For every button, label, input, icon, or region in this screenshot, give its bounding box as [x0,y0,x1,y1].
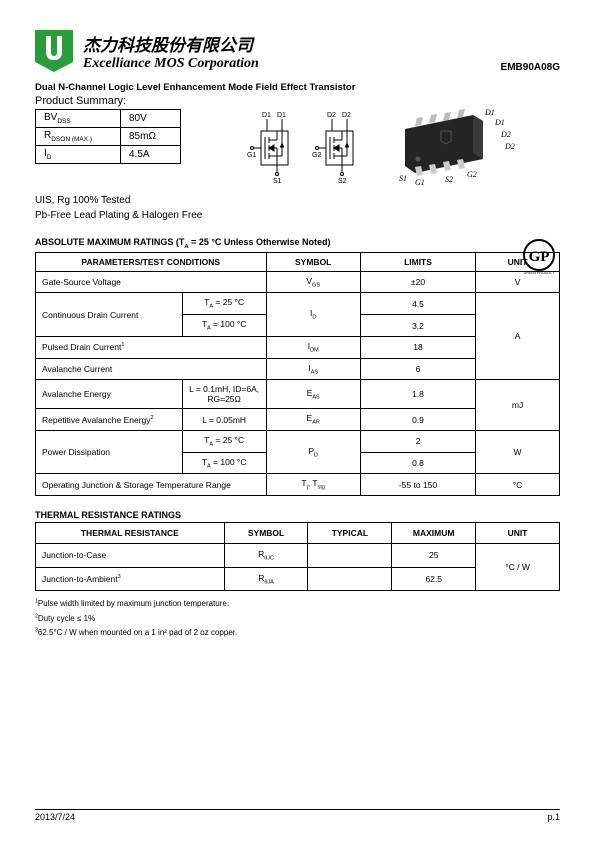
svg-text:G1: G1 [415,178,425,187]
table-row: RDSON (MAX.)85mΩ [36,128,181,146]
table-header: TYPICAL [308,522,392,543]
table-row: Gate-Source VoltageVGS±20V [36,271,560,293]
table-header: SYMBOL [224,522,308,543]
product-title: Dual N-Channel Logic Level Enhancement M… [35,82,560,93]
summary-param-cell: RDSON (MAX.) [36,128,121,146]
svg-text:D2: D2 [327,112,336,119]
summary-value-cell: 80V [121,110,181,128]
footer-date: 2013/7/24 [35,812,75,822]
table-row: Avalanche EnergyL = 0.1mH, ID=6A, RG=25Ω… [36,380,560,409]
summary-value-cell: 85mΩ [121,128,181,146]
product-notes: UIS, Rg 100% Tested Pb-Free Lead Plating… [35,193,560,223]
product-summary-label: Product Summary: [35,95,560,107]
company-logo-icon [35,30,73,72]
footer-page: p.1 [547,812,560,822]
svg-text:S2: S2 [338,178,347,185]
header: 杰力科技股份有限公司 Excelliance MOS Corporation [35,30,560,72]
svg-text:D2: D2 [504,142,515,151]
svg-text:D1: D1 [277,112,286,119]
svg-text:G2: G2 [312,152,321,159]
table-row: Power DissipationTA = 25 °CPD2W [36,430,560,452]
table-row: BVDSS80V [36,110,181,128]
table-row: Continuous Drain CurrentTA = 25 °CID4.5A [36,293,560,315]
company-name-en: Excelliance MOS Corporation [83,56,259,72]
thermal-resistance-table: THERMAL RESISTANCE SYMBOL TYPICAL MAXIMU… [35,522,560,591]
thermal-title: THERMAL RESISTANCE RATINGS [35,510,560,520]
product-note-2: Pb-Free Lead Plating & Halogen Free [35,208,560,223]
footnote: 2Duty cycle ≤ 1% [35,612,560,626]
svg-text:G2: G2 [467,170,477,179]
svg-text:S1: S1 [273,178,282,185]
table-header-row: PARAMETERS/TEST CONDITIONS SYMBOL LIMITS… [36,252,560,271]
company-name-cn: 杰力科技股份有限公司 [83,31,259,56]
footnote: 362.5°C / W when mounted on a 1 in² pad … [35,626,560,640]
table-header: MAXIMUM [392,522,476,543]
abs-max-ratings-table: PARAMETERS/TEST CONDITIONS SYMBOL LIMITS… [35,252,560,496]
table-header: PARAMETERS/TEST CONDITIONS [36,252,267,271]
table-header: UNIT [476,522,560,543]
summary-param-cell: ID [36,146,121,164]
product-summary-table: BVDSS80VRDSON (MAX.)85mΩID4.5A [35,109,181,164]
footnote: 1Pulse width limited by maximum junction… [35,597,560,611]
svg-text:D1: D1 [262,112,271,119]
table-row: ID4.5A [36,146,181,164]
summary-row: BVDSS80VRDSON (MAX.)85mΩID4.5A D1 D1 G1 [35,109,560,187]
svg-text:D1: D1 [494,118,505,127]
summary-value-cell: 4.5A [121,146,181,164]
svg-text:GP: GP [529,249,550,265]
svg-text:D1: D1 [484,109,495,117]
table-header: SYMBOL [266,252,360,271]
table-header: THERMAL RESISTANCE [36,522,225,543]
table-row: Junction-to-CaseRθJC25°C / W [36,543,560,567]
footnotes: 1Pulse width limited by maximum junction… [35,597,560,640]
package-diagram-icon: D1 D1 D2 D2 S1 G1 S2 G2 [385,109,525,187]
company-name-block: 杰力科技股份有限公司 Excelliance MOS Corporation [83,31,259,72]
part-number: EMB90A08G [501,62,560,73]
product-note-1: UIS, Rg 100% Tested [35,193,560,208]
svg-text:S2: S2 [445,175,453,184]
abs-max-title: ABSOLUTE MAXIMUM RATINGS (TA = 25 °C Unl… [35,237,560,250]
summary-param-cell: BVDSS [36,110,121,128]
svg-text:D2: D2 [500,130,511,139]
page-footer: 2013/7/24 p.1 [35,809,560,822]
table-header-row: THERMAL RESISTANCE SYMBOL TYPICAL MAXIMU… [36,522,560,543]
svg-text:G1: G1 [247,152,256,159]
mosfet-schematic-icon: D1 D1 G1 S1 D2 D2 [237,109,377,187]
table-header: LIMITS [360,252,475,271]
svg-text:D2: D2 [342,112,351,119]
green-product-badge-icon: GP GREEN PRODUCT [518,236,560,280]
table-row: Operating Junction & Storage Temperature… [36,474,560,496]
schematic-and-package-diagram: D1 D1 G1 S1 D2 D2 [201,109,560,187]
svg-text:GREEN PRODUCT: GREEN PRODUCT [524,271,556,275]
svg-text:S1: S1 [399,174,407,183]
